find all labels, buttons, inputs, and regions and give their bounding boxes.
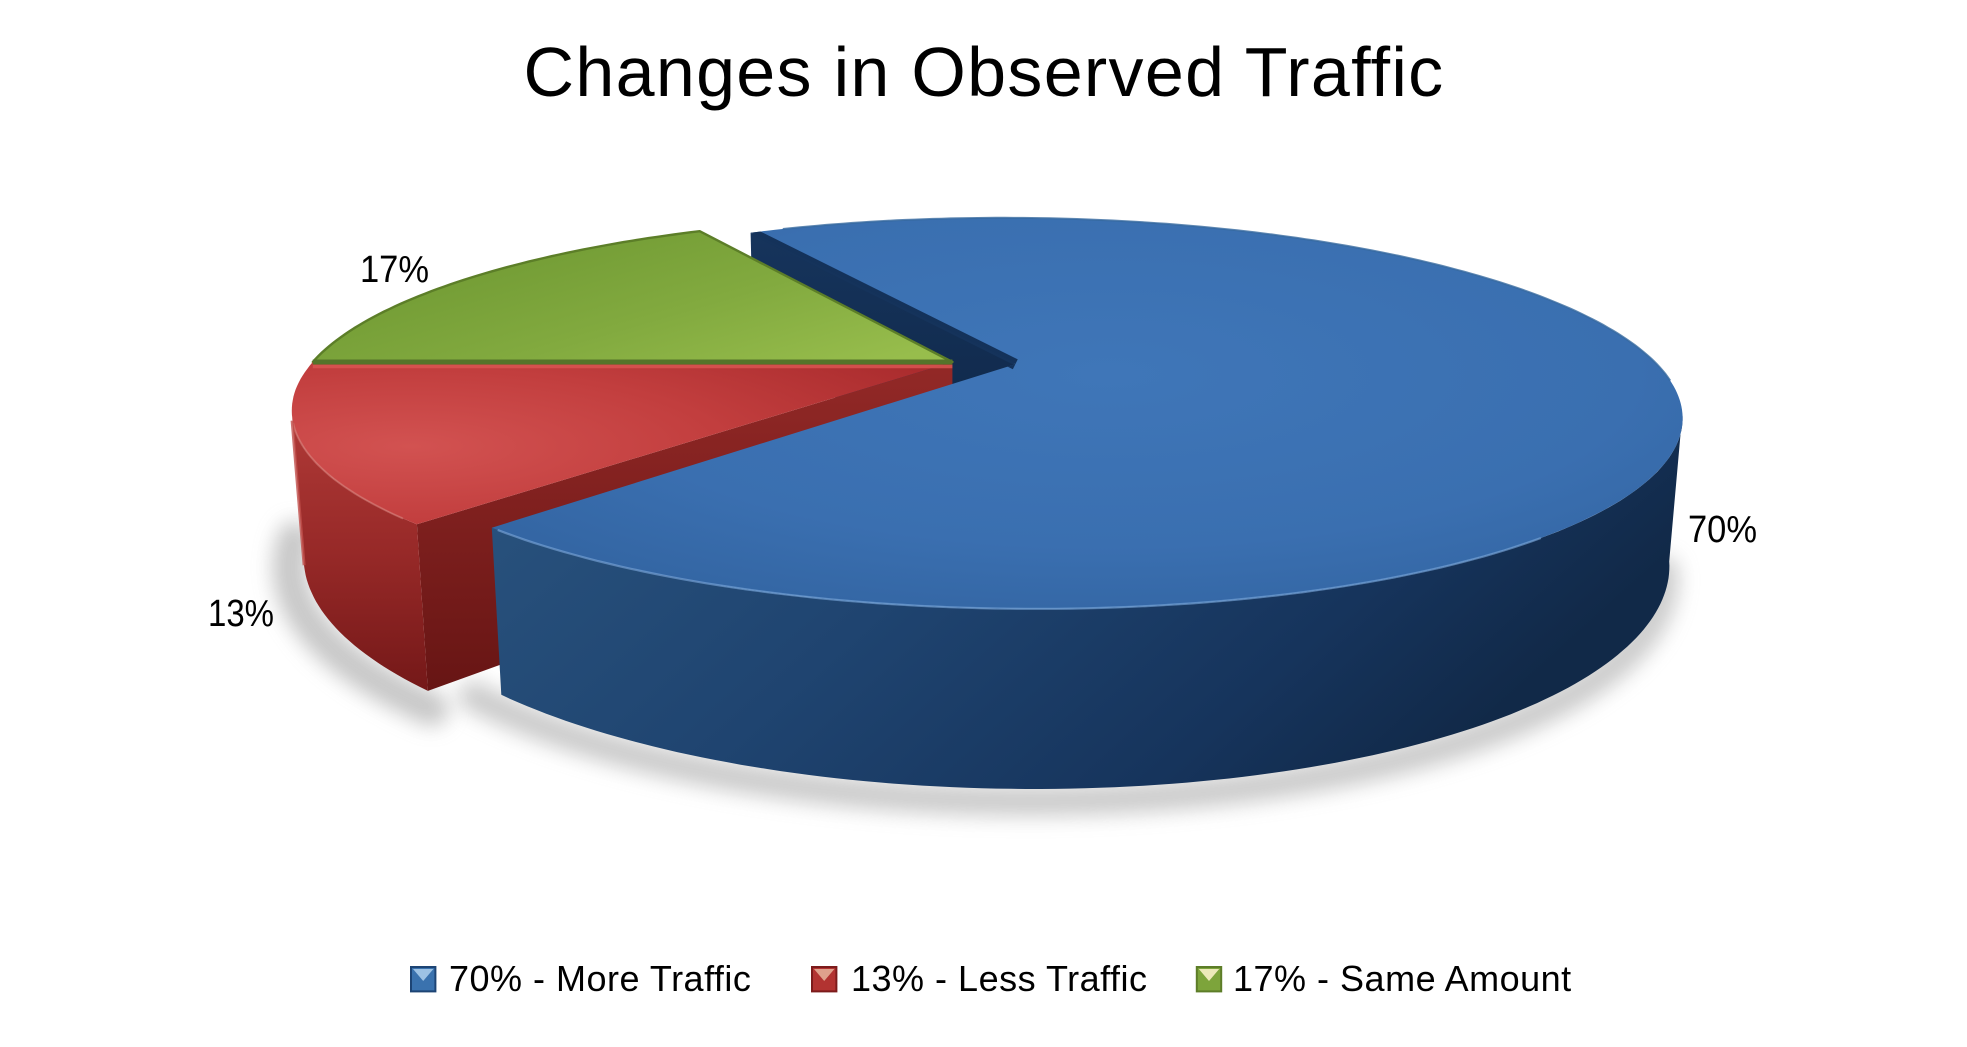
- svg-text:13%: 13%: [208, 593, 274, 635]
- svg-text:Changes in Observed Traffic: Changes in Observed Traffic: [524, 33, 1445, 111]
- svg-text:13% - Less Traffic: 13% - Less Traffic: [851, 958, 1147, 999]
- svg-text:17% - Same Amount: 17% - Same Amount: [1233, 958, 1572, 999]
- svg-text:70% - More Traffic: 70% - More Traffic: [449, 958, 751, 999]
- svg-text:70%: 70%: [1688, 509, 1757, 551]
- svg-text:17%: 17%: [360, 249, 429, 291]
